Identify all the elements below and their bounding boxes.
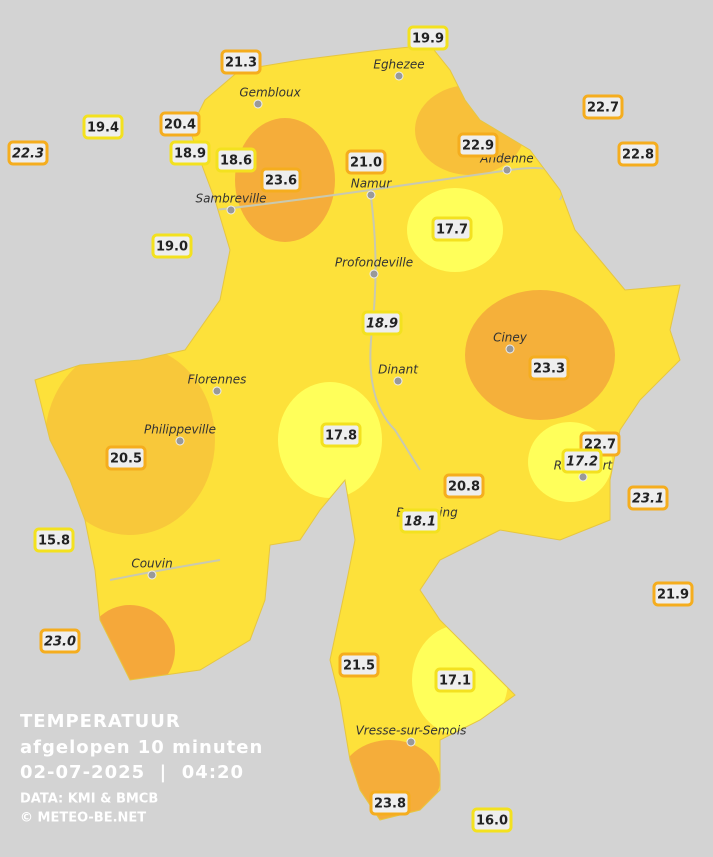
- town-label: Profondeville: [335, 256, 413, 270]
- station-box: [443, 473, 485, 499]
- station-temperature: 21.9: [657, 588, 689, 603]
- station-box: [345, 149, 387, 175]
- station-box: [652, 581, 694, 607]
- town-dot: [502, 165, 512, 175]
- station-temperature: 19.0: [156, 240, 188, 255]
- station-box: [582, 94, 624, 120]
- station-temperature: 17.2: [566, 455, 598, 470]
- station-box: [169, 140, 211, 166]
- station-temperature: 18.1: [404, 515, 436, 530]
- station-temperature: 18.9: [174, 147, 206, 162]
- station-temperature: 16.0: [476, 814, 508, 829]
- town-dot: [366, 190, 376, 200]
- station-box: [105, 445, 147, 471]
- town-label: Eghezee: [373, 58, 424, 72]
- station-box: [627, 485, 669, 511]
- station-box: [528, 355, 570, 381]
- station-box: [471, 807, 513, 833]
- station-temperature: 21.3: [225, 56, 257, 71]
- station-box: [320, 422, 362, 448]
- station-temperature: 23.8: [374, 797, 406, 812]
- station-temperature: 15.8: [38, 534, 70, 549]
- station-temperature: 20.8: [448, 480, 480, 495]
- station-temperature: 22.3: [12, 147, 44, 162]
- station-temperature: 20.5: [110, 452, 142, 467]
- town-label: Gembloux: [239, 86, 301, 100]
- station-box: [151, 233, 193, 259]
- station-box: [338, 652, 380, 678]
- station-temperature: 21.5: [343, 659, 375, 674]
- town-dot: [406, 737, 416, 747]
- station-temperature: 18.9: [366, 317, 398, 332]
- station-temperature: 23.6: [265, 174, 297, 189]
- station-temperature: 22.7: [587, 101, 619, 116]
- station-box: [399, 508, 441, 534]
- station-box: [33, 527, 75, 553]
- town-dot: [394, 71, 404, 81]
- station-box: [39, 628, 81, 654]
- station-box: [434, 667, 476, 693]
- town-dot: [226, 205, 236, 215]
- town-dot: [505, 344, 515, 354]
- station-box: [561, 448, 603, 474]
- station-temperature: 23.3: [533, 362, 565, 377]
- station-temperature: 20.4: [164, 118, 196, 133]
- station-temperature: 19.9: [412, 32, 444, 47]
- town-label: Sambreville: [195, 192, 266, 206]
- town-dot: [147, 570, 157, 580]
- station-box: [369, 790, 411, 816]
- station-box: [617, 141, 659, 167]
- town-label: Ciney: [493, 331, 528, 345]
- copyright: © METEO-BE.NET: [20, 811, 146, 826]
- title: TEMPERATUUR: [20, 711, 181, 732]
- town-dot: [212, 386, 222, 396]
- town-label: Florennes: [188, 373, 247, 387]
- station-box: [361, 310, 403, 336]
- town-label: Vresse-sur-Semois: [356, 724, 467, 738]
- town-label: Philippeville: [144, 423, 216, 437]
- station-temperature: 17.8: [325, 429, 357, 444]
- station-box: [220, 49, 262, 75]
- town-dot: [393, 376, 403, 386]
- station-temperature: 19.4: [87, 121, 119, 136]
- town-label: Dinant: [378, 363, 419, 377]
- station-temperature: 21.0: [350, 156, 382, 171]
- station-temperature: 17.7: [436, 223, 468, 238]
- station-temperature: 17.1: [439, 674, 471, 689]
- town-dot: [175, 436, 185, 446]
- town-label: Couvin: [131, 557, 172, 571]
- station-box: [457, 132, 499, 158]
- station-box: [7, 140, 49, 166]
- station-box: [407, 25, 449, 51]
- station-temperature: 22.9: [462, 139, 494, 154]
- station-temperature: 18.6: [220, 154, 252, 169]
- station-box: [82, 114, 124, 140]
- subtitle: afgelopen 10 minuten: [20, 737, 263, 758]
- town-dot: [578, 472, 588, 482]
- source: DATA: KMI & BMCB: [20, 792, 158, 807]
- town-dot: [369, 269, 379, 279]
- station-temperature: 23.1: [632, 492, 664, 507]
- station-box: [260, 167, 302, 193]
- town-label: Namur: [351, 177, 393, 191]
- station-box: [215, 147, 257, 173]
- town-dot: [253, 99, 263, 109]
- station-box: [431, 216, 473, 242]
- station-box: [159, 111, 201, 137]
- station-temperature: 22.8: [622, 148, 654, 163]
- station-temperature: 23.0: [44, 635, 76, 650]
- datetime: 02-07-2025 | 04:20: [20, 762, 244, 783]
